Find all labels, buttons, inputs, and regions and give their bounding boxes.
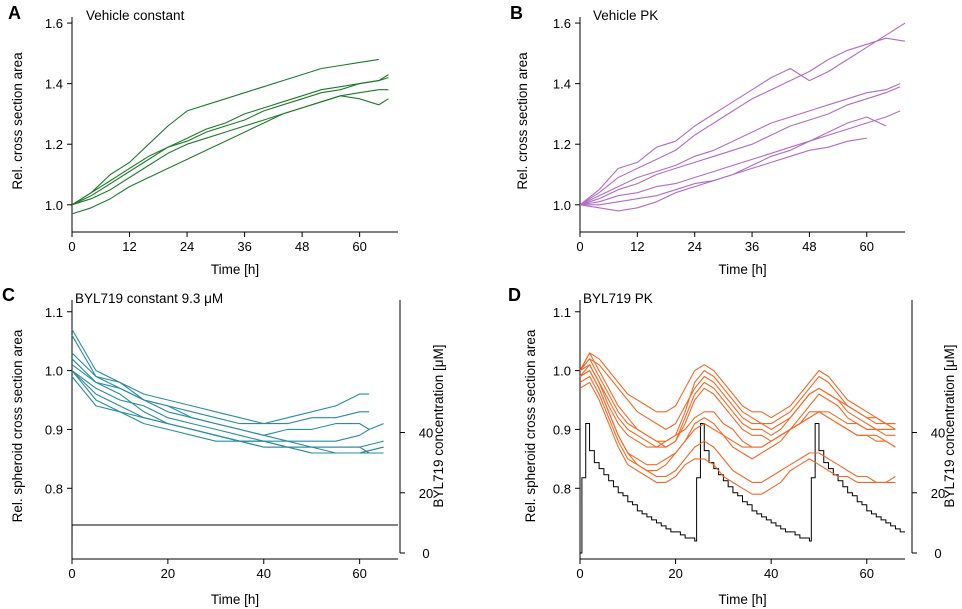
panel-c-series-line — [71, 329, 370, 454]
panel-d-series-line — [579, 381, 896, 495]
panel-c-x-tick-label: 0 — [68, 566, 75, 581]
panel-b-series-line — [579, 22, 906, 206]
panel-d-x-tick-label: 0 — [576, 566, 583, 581]
panel-d-byl719-pk: BYL719 PK 0.8 0.9 1.0 1.1 0 20 40 60 Time [h] Rel.… — [523, 291, 957, 607]
panel-c-concentration-line — [71, 524, 398, 554]
panel-c-y2-tick-label: 0 — [422, 546, 429, 561]
panel-d-concentration-line — [580, 422, 905, 554]
panel-b-x-tick-label: 60 — [860, 239, 874, 254]
panel-letter-a: A — [8, 3, 21, 23]
panel-a-y-tick-label: 1.6 — [45, 16, 63, 31]
panel-d-series-line — [579, 352, 896, 448]
panel-a-y-tick-label: 1.2 — [45, 137, 63, 152]
panel-c-x-tick-label: 20 — [161, 566, 175, 581]
panel-d-series-line — [579, 375, 896, 472]
panel-a-y-tick-label: 1.4 — [45, 77, 63, 92]
panel-a-series-line — [71, 77, 389, 206]
panel-a-title: Vehicle constant — [86, 8, 185, 23]
panel-c-x-axis-label: Time [h] — [211, 592, 259, 607]
panel-d-x-tick-label: 20 — [668, 566, 682, 581]
panel-a-x-tick-label: 0 — [68, 239, 75, 254]
panel-letter-b: B — [510, 3, 523, 23]
panel-b-title: Vehicle PK — [593, 8, 658, 23]
panel-d-y-tick-label: 1.1 — [553, 305, 571, 320]
panel-c-y-tick-label: 1.1 — [45, 305, 63, 320]
panel-c-series-line — [71, 370, 370, 442]
panel-c-y-tick-label: 0.9 — [45, 422, 63, 437]
panel-c-x-tick-label: 40 — [257, 566, 271, 581]
panel-b-series-line — [579, 83, 901, 206]
panel-b-y-tick-label: 1.6 — [553, 16, 571, 31]
panel-c-y2-axis-label: BYL719 concentration [μM] — [431, 344, 446, 507]
panel-a-y-tick-label: 1.0 — [45, 198, 63, 213]
panel-a-x-tick-label: 24 — [180, 239, 194, 254]
panel-c-series-line — [71, 358, 384, 454]
panel-b-y-tick-label: 1.2 — [553, 137, 571, 152]
panel-a-x-tick-label: 12 — [122, 239, 136, 254]
panel-d-x-tick-label: 60 — [860, 566, 874, 581]
panel-letter-c: C — [2, 285, 15, 305]
panel-a-vehicle-constant: Vehicle constant 1.0 1.2 1.4 1.6 0 12 24 36 48 60 T… — [10, 8, 398, 277]
panel-c-title: BYL719 constant 9.3 μM — [75, 291, 223, 306]
panel-c-x-tick-label: 60 — [352, 566, 366, 581]
panel-d-x-axis-label: Time [h] — [718, 592, 766, 607]
panel-b-y-axis-label: Rel. cross section area — [515, 52, 530, 190]
panel-b-y-tick-label: 1.4 — [553, 77, 571, 92]
panel-letter-d: D — [508, 285, 521, 305]
panel-c-y2-tick-label: 20 — [419, 486, 433, 501]
panel-a-series-line — [71, 58, 379, 206]
panel-a-series-line — [71, 74, 389, 206]
panel-d-y-tick-label: 1.0 — [553, 364, 571, 379]
panel-a-x-axis-label: Time [h] — [211, 262, 259, 277]
panel-d-y2-tick-label: 20 — [931, 486, 945, 501]
panel-d-title: BYL719 PK — [583, 291, 653, 306]
panel-b-x-tick-label: 36 — [745, 239, 759, 254]
panel-b-series-line — [579, 110, 901, 206]
panel-d-x-tick-label: 40 — [764, 566, 778, 581]
panel-a-x-tick-label: 36 — [237, 239, 251, 254]
panel-b-x-axis-label: Time [h] — [718, 262, 766, 277]
panel-a-y-axis-label: Rel. cross section area — [10, 52, 25, 190]
panel-d-y-axis-label: Rel. spheroid cross section area — [523, 329, 538, 522]
panel-d-y-tick-label: 0.9 — [553, 422, 571, 437]
panel-b-vehicle-pk: Vehicle PK 1.0 1.2 1.4 1.6 0 12 24 36 48 60 Time [h… — [515, 8, 906, 277]
panel-d-series-line — [579, 364, 896, 448]
panel-b-x-tick-label: 0 — [576, 239, 583, 254]
panel-b-series-line — [579, 86, 901, 206]
panel-d-y2-tick-label: 0 — [934, 546, 941, 561]
panel-d-series-line — [579, 370, 896, 483]
panel-d-y2-axis-label: BYL719 concentration [μM] — [942, 344, 957, 507]
panel-a-series-line — [71, 89, 389, 206]
panel-c-y-tick-label: 0.8 — [45, 481, 63, 496]
panel-b-y-tick-label: 1.0 — [553, 198, 571, 213]
panel-d-y2-tick-label: 40 — [931, 426, 945, 441]
panel-c-y2-tick-label: 40 — [419, 426, 433, 441]
panel-c-byl719-constant: BYL719 constant 9.3 μM 0.8 0.9 1.0 1.1 0 20 40 6… — [10, 291, 446, 607]
panel-b-series-line — [580, 137, 867, 206]
panel-d-y-tick-label: 0.8 — [553, 481, 571, 496]
panel-c-y-tick-label: 1.0 — [45, 364, 63, 379]
panel-a-x-tick-label: 48 — [295, 239, 309, 254]
panel-c-series-line — [71, 364, 384, 436]
panel-d-series-line — [579, 358, 896, 442]
panel-d-series-line — [579, 370, 896, 466]
panel-c-y-axis-label: Rel. spheroid cross section area — [10, 329, 25, 522]
panel-b-series-line — [579, 37, 906, 206]
panel-b-x-tick-label: 12 — [630, 239, 644, 254]
panel-a-x-tick-label: 60 — [352, 239, 366, 254]
panel-d-series-line — [579, 352, 896, 425]
panel-b-x-tick-label: 24 — [687, 239, 701, 254]
panel-c-series-line — [71, 352, 370, 425]
panel-d-series-line — [579, 358, 896, 430]
panel-a-series-line — [71, 95, 389, 215]
panel-b-x-tick-label: 48 — [802, 239, 816, 254]
